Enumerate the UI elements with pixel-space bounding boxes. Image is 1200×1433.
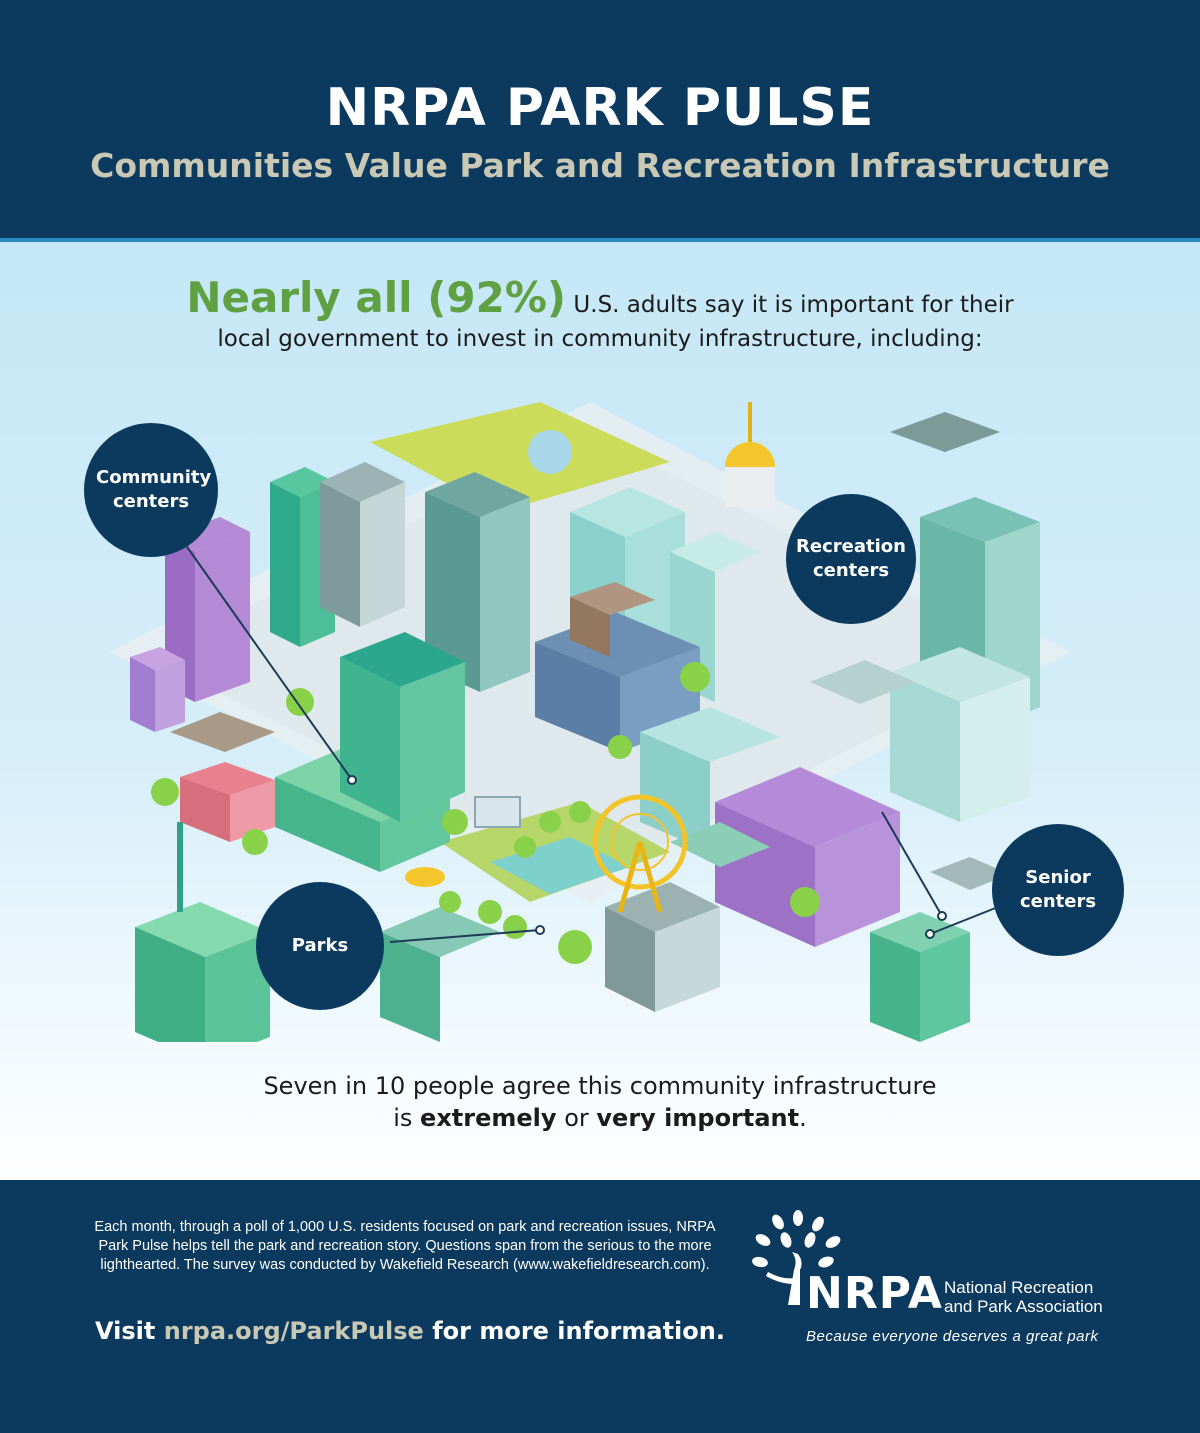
header: NRPA PARK PULSE Communities Value Park a… [0, 0, 1200, 242]
stat-text-line1: U.S. adults say it is important for thei… [573, 292, 1014, 318]
nrpa-logo: NRPA National Recreation and Park Associ… [748, 1210, 1128, 1370]
conclusion-line2: is extremely or very important. [393, 1104, 807, 1132]
page-subtitle: Communities Value Park and Recreation In… [90, 146, 1110, 185]
label-parks: Parks [256, 882, 384, 1010]
stat-highlight: Nearly all (92%) [186, 273, 567, 322]
visit-line: Visit nrpa.org/ParkPulse for more inform… [95, 1317, 725, 1345]
label-senior-centers: Senior centers [992, 824, 1124, 956]
emphasis-very-important: very important [596, 1104, 800, 1132]
page-title: NRPA PARK PULSE [325, 78, 875, 138]
nrpa-tree-logo-icon [752, 1210, 841, 1305]
conclusion-line1: Seven in 10 people agree this community … [263, 1072, 937, 1100]
nrpa-full-name: National Recreation and Park Association [944, 1278, 1103, 1316]
conclusion-text: Seven in 10 people agree this community … [0, 1070, 1200, 1134]
main-panel: Nearly all (92%) U.S. adults say it is i… [0, 242, 1200, 1180]
emphasis-extremely: extremely [420, 1104, 557, 1132]
park-pulse-link[interactable]: nrpa.org/ParkPulse [163, 1317, 424, 1345]
about-text: Each month, through a poll of 1,000 U.S.… [94, 1219, 716, 1273]
stat-text-line2: local government to invest in community … [217, 326, 983, 352]
footer: Each month, through a poll of 1,000 U.S.… [0, 1180, 1200, 1433]
nrpa-tagline: Because everyone deserves a great park [806, 1328, 1099, 1345]
headline-stat: Nearly all (92%) U.S. adults say it is i… [0, 277, 1200, 355]
isometric-city-illustration [110, 402, 1070, 1042]
label-recreation-centers: Recreation centers [786, 494, 916, 624]
label-community-centers: Community centers [84, 423, 218, 557]
nrpa-wordmark: NRPA [806, 1268, 943, 1319]
